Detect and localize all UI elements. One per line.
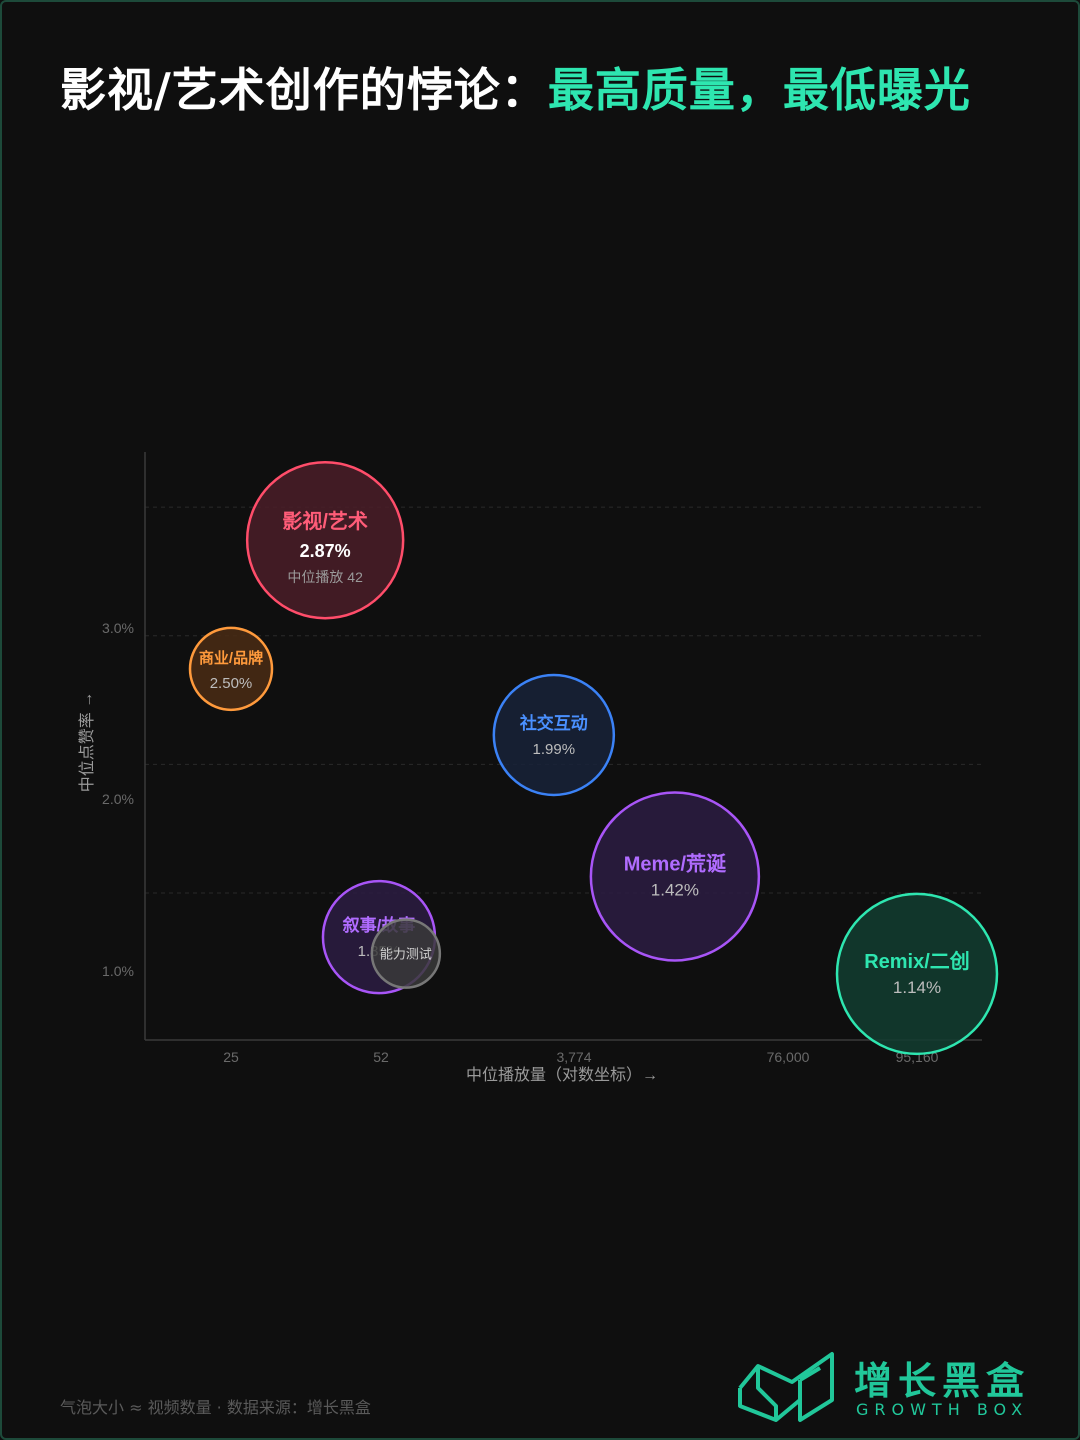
bubble-rate: 2.87% (300, 541, 351, 561)
logo-subtitle: GROWTH BOX (856, 1400, 1029, 1419)
bubble-extra: 中位播放 42 (287, 569, 363, 585)
bubble-Meme/荒诞 (589, 791, 761, 962)
footer-note: 气泡大小 ≈ 视频数量 · 数据来源：增长黑盒 (60, 1398, 371, 1417)
bubble-label: 能力测试 (380, 947, 432, 962)
bubble-label: Remix/二创 (864, 949, 970, 973)
bubble-label: Meme/荒诞 (624, 851, 727, 875)
bubble-rate: 1.99% (533, 741, 576, 758)
x-tick-label: 76,000 (767, 1049, 810, 1065)
x-tick-label: 3,774 (556, 1049, 591, 1065)
x-tick-label: 25 (223, 1049, 239, 1065)
bubble-rate: 1.14% (893, 978, 941, 997)
title-accent: 最高质量，最低曝光 (547, 63, 971, 117)
page-title: 影视/艺术创作的悖论：最高质量，最低曝光 (60, 54, 971, 120)
x-tick-label: 52 (373, 1049, 389, 1065)
bubble-社交互动 (492, 673, 616, 797)
bubble-商业/品牌 (188, 626, 274, 712)
y-tick-label: 2.0% (102, 791, 134, 807)
box-logo-icon (738, 1352, 834, 1422)
growth-box-logo: 增长黑盒 GROWTH BOX (736, 1348, 1036, 1424)
y-tick-label: 1.0% (102, 963, 134, 979)
bubble-label: 影视/艺术 (282, 509, 368, 533)
title-main: 影视/艺术创作的悖论： (60, 63, 548, 117)
x-axis-title: 中位播放量（对数坐标）→ (466, 1066, 658, 1084)
bubble-影视/艺术 (245, 460, 405, 620)
bubble-label: 商业/品牌 (199, 649, 263, 667)
logo-text: 增长黑盒 (854, 1359, 1031, 1403)
bubble-label: 社交互动 (519, 713, 588, 733)
y-tick-label: 3.0% (102, 620, 134, 636)
y-axis-title: 中位点赞率 → (78, 692, 96, 792)
bubble-能力测试 (370, 918, 442, 989)
bubble-Remix/二创 (835, 892, 999, 1056)
bubble-rate: 1.42% (651, 880, 699, 899)
bubble-rate: 2.50% (210, 675, 253, 692)
